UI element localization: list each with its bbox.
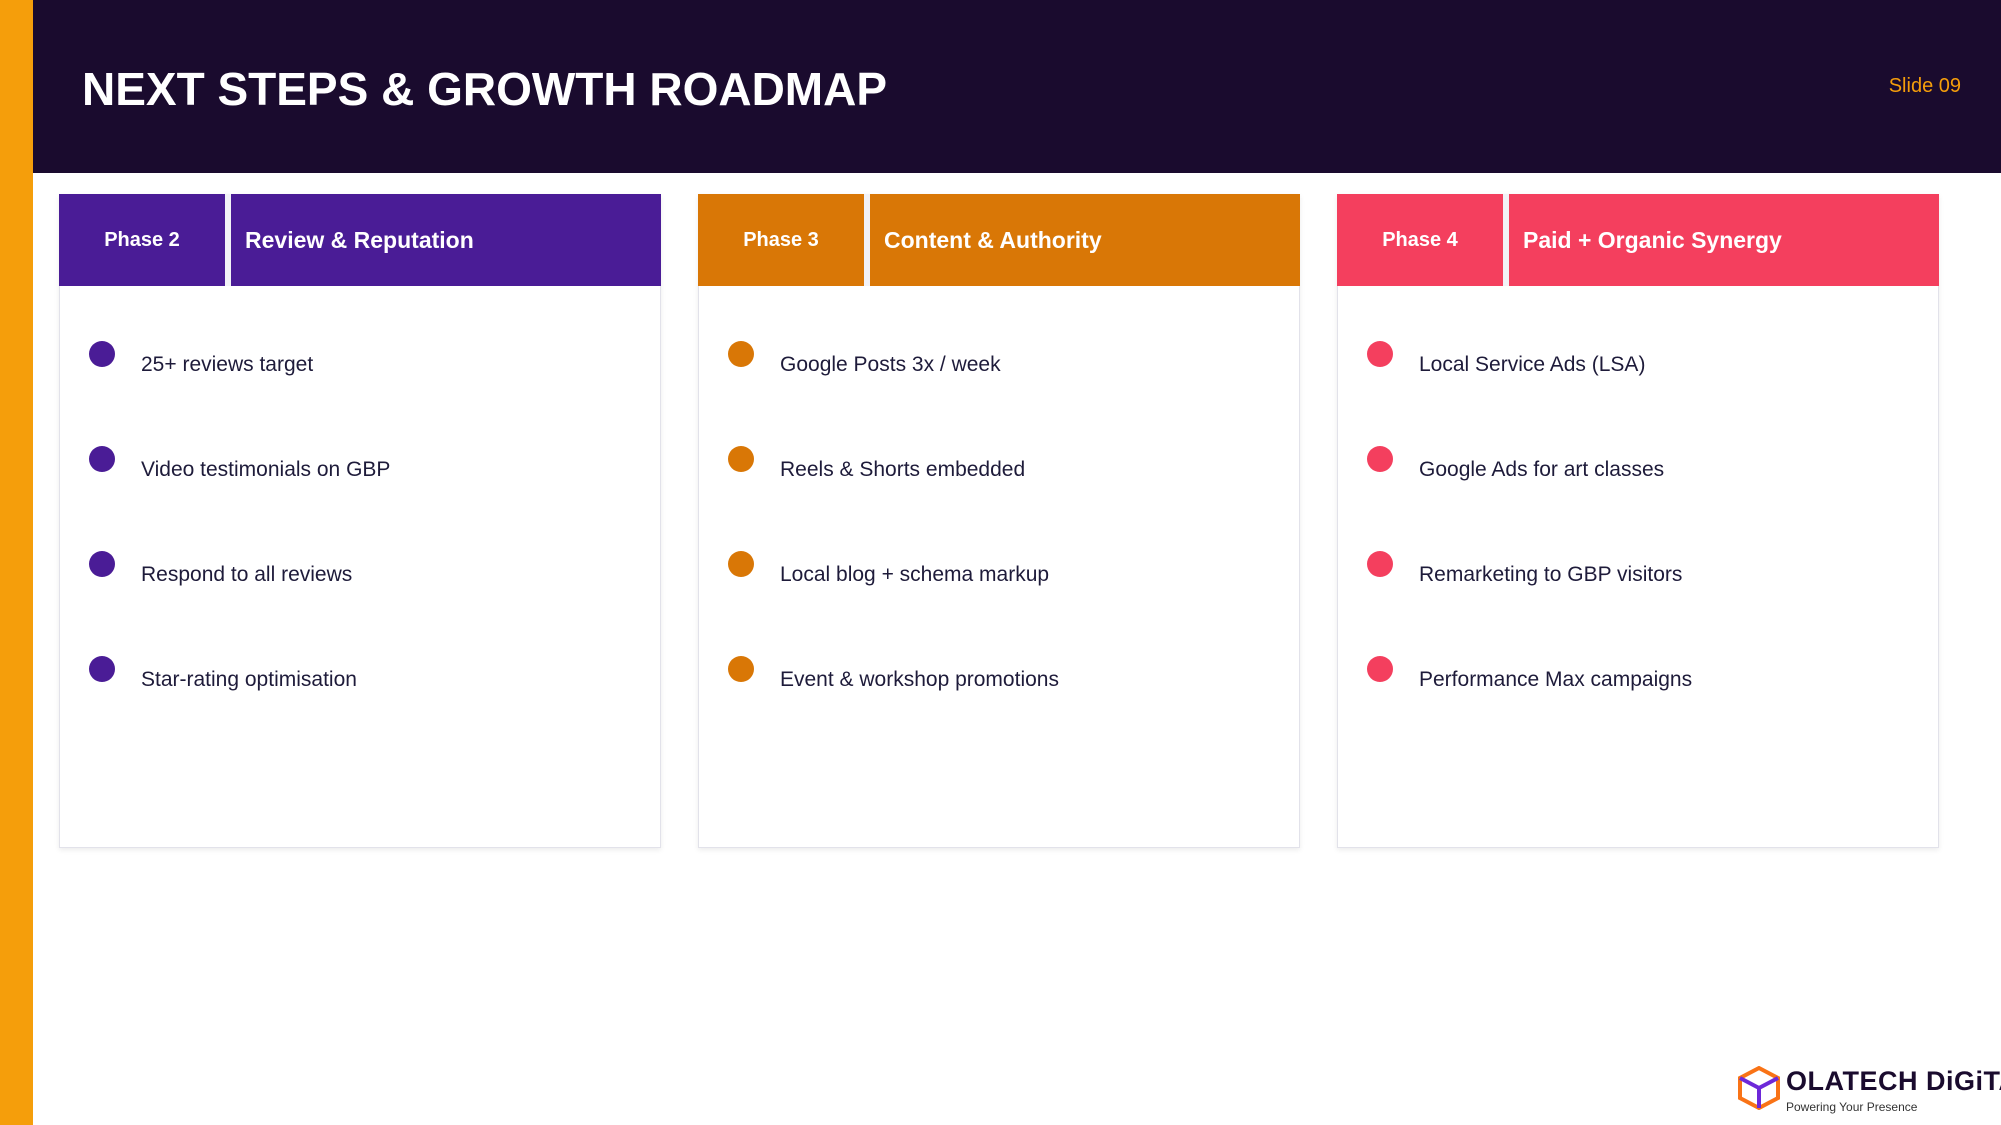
- phase-label: Phase 2: [104, 229, 180, 251]
- roadmap-item: Remarketing to GBP visitors: [1419, 563, 1683, 586]
- roadmap-item: Video testimonials on GBP: [141, 458, 391, 481]
- roadmap-item: Respond to all reviews: [141, 563, 353, 586]
- roadmap-item: Local blog + schema markup: [780, 563, 1050, 586]
- bullet: [728, 656, 754, 682]
- side-accent: [0, 0, 33, 1125]
- phase-label: Phase 4: [1382, 229, 1458, 251]
- roadmap-item: Google Posts 3x / week: [780, 353, 1001, 376]
- card-header: Phase 2 Review & Reputation: [59, 194, 661, 286]
- card-header: Phase 3 Content & Authority: [698, 194, 1300, 286]
- roadmap-item: Event & workshop promotions: [780, 668, 1059, 691]
- card-header: Phase 4 Paid + Organic Synergy: [1337, 194, 1939, 286]
- logo-name: OLATECH DiGiTAL: [1786, 1066, 2001, 1096]
- bullet: [1367, 341, 1393, 367]
- bullet: [728, 446, 754, 472]
- roadmap-item: Performance Max campaigns: [1419, 668, 1693, 691]
- roadmap-item: Reels & Shorts embedded: [780, 458, 1026, 481]
- bullet: [1367, 551, 1393, 577]
- phase-card: Phase 2 Review & Reputation 25+ reviews ta…: [59, 194, 661, 848]
- bullet: [1367, 656, 1393, 682]
- slide-number: Slide 09: [1888, 75, 1961, 97]
- bullet: [1367, 446, 1393, 472]
- bullet: [89, 656, 115, 682]
- roadmap-item: Star-rating optimisation: [141, 668, 357, 691]
- bullet: [89, 551, 115, 577]
- slide-title: NEXT STEPS & GROWTH ROADMAP: [82, 63, 888, 115]
- roadmap-item: 25+ reviews target: [141, 353, 314, 376]
- phase-card: Phase 4 Paid + Organic Synergy Local Servi…: [1337, 194, 1939, 848]
- phase-label: Phase 3: [743, 229, 819, 251]
- bullet: [728, 551, 754, 577]
- header-divider: [1503, 194, 1509, 286]
- logo-tagline: Powering Your Presence: [1786, 1100, 1918, 1114]
- phase-title: Review & Reputation: [245, 227, 474, 253]
- roadmap-item: Google Ads for art classes: [1419, 458, 1665, 481]
- bullet: [89, 341, 115, 367]
- header-divider: [864, 194, 870, 286]
- logo: OLATECH DiGiTAL Powering Your Presence: [1738, 1062, 2001, 1117]
- logo-icon: [1738, 1066, 1780, 1110]
- header-bar: [33, 0, 2001, 173]
- phase-card: Phase 3 Content & Authority Google Posts 3…: [698, 194, 1300, 848]
- phase-title: Content & Authority: [884, 227, 1102, 253]
- header-divider: [225, 194, 231, 286]
- bullet: [89, 446, 115, 472]
- phase-title: Paid + Organic Synergy: [1523, 227, 1782, 253]
- roadmap-item: Local Service Ads (LSA): [1419, 353, 1646, 376]
- bullet: [728, 341, 754, 367]
